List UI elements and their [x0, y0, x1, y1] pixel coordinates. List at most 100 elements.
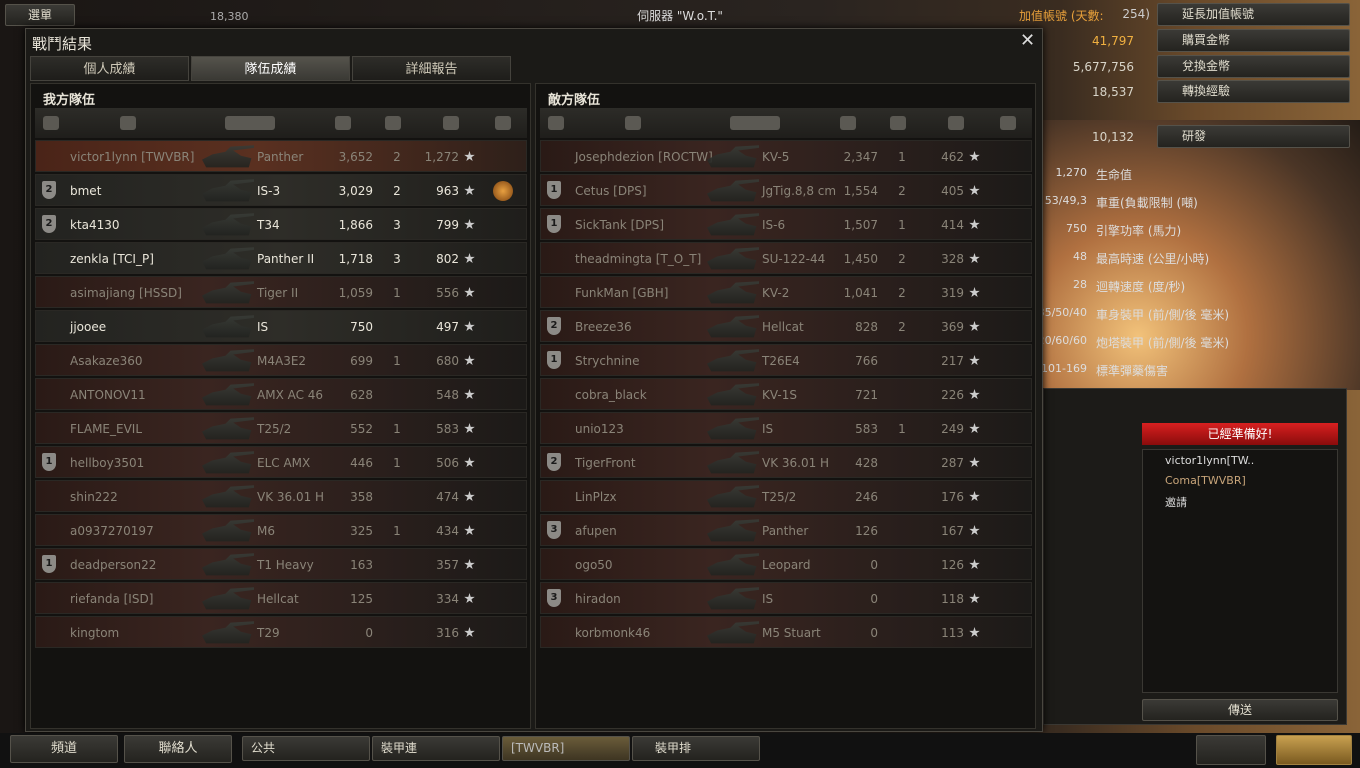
col-icon-badge	[43, 116, 59, 130]
mastery-badge: 2	[547, 317, 561, 335]
tank-name: T25/2	[762, 490, 797, 504]
tank-name: SU-122-44	[762, 252, 826, 266]
xp-star	[464, 321, 475, 332]
tank-icon	[707, 621, 759, 644]
kills: 1	[898, 150, 906, 164]
bottom-button[interactable]: 頻道	[10, 735, 118, 763]
kills: 2	[393, 184, 401, 198]
xp-star	[969, 219, 980, 230]
player-row: 1 Cetus [DPS] JgTig.8,8 cm 1,554 2 405	[540, 174, 1032, 206]
stat-label: 車重(負載限制 (噸)	[1096, 196, 1198, 210]
xp: 287	[941, 456, 964, 470]
stat-value: 85/50/40	[1037, 306, 1087, 319]
stat-label: 迴轉速度 (度/秒)	[1096, 280, 1186, 294]
xp-star	[464, 151, 475, 162]
player-name: TigerFront	[575, 456, 636, 470]
damage: 126	[855, 524, 878, 538]
stat-label: 車身裝甲 (前/側/後 毫米)	[1096, 308, 1230, 322]
damage: 1,059	[338, 286, 373, 300]
damage: 766	[855, 354, 878, 368]
chat-icon-button[interactable]	[1196, 735, 1266, 765]
action-button[interactable]: 轉換經驗	[1157, 80, 1350, 103]
player-row: ANTONOV11 AMX AC 46 628 548	[35, 378, 527, 410]
player-name: ANTONOV11	[70, 388, 146, 402]
xp-star	[464, 491, 475, 502]
player-name: shin222	[70, 490, 118, 504]
action-button[interactable]: 研發	[1157, 125, 1350, 148]
tank-icon	[707, 587, 759, 610]
tank-icon	[202, 179, 254, 202]
xp-star	[464, 525, 475, 536]
tab[interactable]: 個人成績	[30, 56, 189, 81]
ready-button[interactable]: 已經準備好!	[1142, 423, 1338, 445]
stat-value: 48	[1073, 250, 1087, 263]
xp-star	[464, 355, 475, 366]
tank-name: Hellcat	[762, 320, 804, 334]
stat-label: 標準彈藥傷害	[1096, 364, 1169, 378]
tank-icon	[707, 281, 759, 304]
tank-icon	[707, 451, 759, 474]
damage: 699	[350, 354, 373, 368]
tank-icon	[202, 417, 254, 440]
xp: 217	[941, 354, 964, 368]
kills: 2	[898, 184, 906, 198]
tank-name: AMX AC 46	[257, 388, 324, 402]
stat-value: 1,270	[1055, 166, 1088, 179]
battle-results-dialog: 戰鬥結果 ✕ 個人成績 隊伍成績 詳細報告 我方隊伍 victor1lynn [TWVBR]…	[25, 28, 1043, 732]
player-name: unio123	[575, 422, 624, 436]
invite-link[interactable]: 邀請	[1165, 496, 1187, 509]
tank-name: VK 36.01 H	[257, 490, 325, 504]
stat-value: 28	[1073, 278, 1087, 291]
tank-name: T25/2	[257, 422, 292, 436]
damage: 1,718	[338, 252, 373, 266]
tank-icon	[202, 281, 254, 304]
mastery-badge: 1	[42, 453, 56, 471]
kills: 1	[898, 422, 906, 436]
channel-tab[interactable]: 公共	[242, 736, 370, 761]
tank-icon	[202, 519, 254, 542]
damage: 428	[855, 456, 878, 470]
xp: 334	[436, 592, 459, 606]
xp: 497	[436, 320, 459, 334]
action-button[interactable]: 購買金幣	[1157, 29, 1350, 52]
action-button[interactable]: 延長加值帳號	[1157, 3, 1350, 26]
bottom-button[interactable]: 聯絡人	[124, 735, 232, 763]
team-title: 我方隊伍	[43, 93, 96, 108]
xp: 316	[436, 626, 459, 640]
damage: 1,507	[843, 218, 878, 232]
tank-name: Panther II	[257, 252, 315, 266]
player-name: victor1lynn [TWVBR]	[70, 150, 195, 164]
mastery-badge: 2	[42, 215, 56, 233]
kills: 3	[393, 218, 401, 232]
tank-icon	[707, 145, 759, 168]
tab[interactable]: 詳細報告	[352, 56, 511, 81]
channel-tab[interactable]: 裝甲排	[632, 736, 760, 761]
col-icon-player	[120, 116, 136, 130]
channel-tab[interactable]: [TWVBR]	[502, 736, 630, 761]
menu-button[interactable]: 選單	[5, 4, 75, 26]
mastery-badge: 1	[547, 181, 561, 199]
tab[interactable]: 隊伍成績	[191, 56, 350, 81]
free-xp: 18,380	[210, 10, 249, 23]
kills: 2	[898, 320, 906, 334]
action-button[interactable]: 兌換金幣	[1157, 55, 1350, 78]
player-row: 1 hellboy3501 ELC AMX 446 1 506	[35, 446, 527, 478]
damage: 0	[365, 626, 373, 640]
player-row: 2 kta4130 T34 1,866 3 799	[35, 208, 527, 240]
currency-value: 18,537	[1092, 85, 1134, 99]
tank-icon	[202, 587, 254, 610]
player-name: Josephdezion [ROCTW]	[575, 150, 713, 164]
xp-star	[464, 253, 475, 264]
channel-tab[interactable]: 裝甲連	[372, 736, 500, 761]
column-header	[540, 108, 1032, 138]
xp: 249	[941, 422, 964, 436]
player-name: a0937270197	[70, 524, 154, 538]
damage: 246	[855, 490, 878, 504]
player-row: zenkla [TCI_P] Panther II 1,718 3 802	[35, 242, 527, 274]
menu-icon-button[interactable]	[1276, 735, 1352, 765]
send-button[interactable]: 傳送	[1142, 699, 1338, 721]
damage: 3,652	[338, 150, 373, 164]
kills: 1	[393, 456, 401, 470]
mastery-badge: 3	[547, 521, 561, 539]
